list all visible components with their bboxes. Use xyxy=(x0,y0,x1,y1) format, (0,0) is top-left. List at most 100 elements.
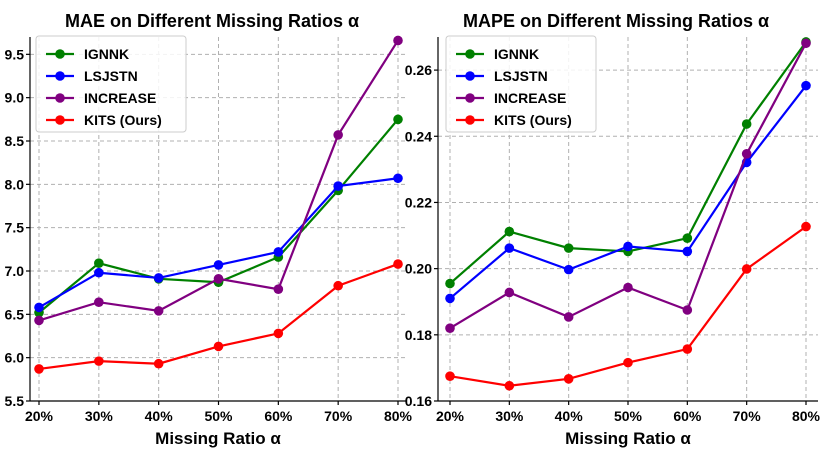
mae-legend-marker-ignnk xyxy=(55,49,65,59)
mae-y-ticks: 5.5 6.0 6.5 7.0 7.5 8.0 8.5 9.0 9.5 xyxy=(5,46,30,409)
mape-point-increase xyxy=(504,287,515,298)
mape-legend-label-increase: INCREASE xyxy=(494,90,566,106)
mape-legend-box xyxy=(445,35,597,133)
mape-chart-title: MAPE on Different Missing Ratios α xyxy=(463,11,769,31)
mape-point-increase xyxy=(563,312,574,322)
mae-chart-panel: MAE on Different Missing Ratios α 5.5 6.0… xyxy=(5,11,413,448)
mae-y-tick-label: 7.0 xyxy=(5,263,25,279)
mae-point-kits-ours xyxy=(333,280,343,291)
mape-series xyxy=(445,37,811,391)
mape-point-kits-ours xyxy=(682,344,693,354)
mape-point-lsjstn xyxy=(504,243,515,253)
mae-point-lsjstn xyxy=(213,260,224,270)
mae-point-ignnk xyxy=(94,258,104,269)
mae-x-tick-label: 50% xyxy=(204,408,233,424)
mae-legend-label-lsjstn: LSJSTN xyxy=(84,68,138,84)
mae-y-tick-label: 6.5 xyxy=(5,306,25,322)
mae-point-increase xyxy=(333,130,343,140)
mae-x-ticks: 20% 30% 40% 50% 60% 70% 80% xyxy=(25,401,413,424)
mape-point-kits-ours xyxy=(623,357,633,368)
mape-legend-label-ignnk: IGNNK xyxy=(494,46,539,62)
mae-point-lsjstn xyxy=(393,173,403,184)
mae-x-tick-label: 20% xyxy=(25,408,54,424)
mape-point-kits-ours xyxy=(504,380,515,391)
mape-chart-panel: MAPE on Different Missing Ratios α 0.16 0… xyxy=(405,11,821,448)
mae-x-tick-label: 30% xyxy=(85,408,114,424)
mae-point-kits-ours xyxy=(273,328,284,339)
mae-point-lsjstn xyxy=(94,267,104,278)
mape-y-tick-label: 0.18 xyxy=(405,327,432,343)
mape-x-axis-label: Missing Ratio α xyxy=(565,429,691,448)
mae-x-tick-label: 40% xyxy=(145,408,174,424)
mae-x-axis-label: Missing Ratio α xyxy=(155,429,281,448)
mae-point-increase xyxy=(273,284,284,295)
mape-point-ignnk xyxy=(445,278,455,289)
mape-point-lsjstn xyxy=(623,241,633,252)
mae-y-tick-label: 9.5 xyxy=(5,46,25,62)
mae-y-tick-label: 5.5 xyxy=(5,393,25,409)
mape-point-lsjstn xyxy=(682,246,693,257)
mape-point-lsjstn xyxy=(445,293,455,304)
mae-point-lsjstn xyxy=(333,181,343,191)
mape-x-tick-label: 30% xyxy=(495,408,524,424)
mape-x-tick-label: 50% xyxy=(614,408,643,424)
mape-point-increase xyxy=(682,305,693,315)
mape-y-ticks: 0.16 0.18 0.20 0.22 0.24 0.26 xyxy=(405,62,438,409)
mae-legend-label-increase: INCREASE xyxy=(84,90,156,106)
mape-y-tick-label: 0.16 xyxy=(405,393,432,409)
mae-legend-marker-increase xyxy=(55,93,65,103)
mape-point-ignnk xyxy=(741,119,752,129)
mape-legend-marker-increase xyxy=(465,93,475,103)
mape-point-kits-ours xyxy=(801,221,811,232)
mae-legend-marker-kits-ours xyxy=(55,115,65,125)
mape-legend-marker-lsjstn xyxy=(465,71,475,81)
mape-x-tick-label: 60% xyxy=(673,408,702,424)
mae-x-tick-label: 70% xyxy=(324,408,353,424)
mae-point-kits-ours xyxy=(393,259,403,269)
mape-point-ignnk xyxy=(682,233,693,243)
mape-point-increase xyxy=(445,323,455,334)
mape-legend-marker-kits-ours xyxy=(465,115,475,125)
mape-point-increase xyxy=(623,282,633,293)
mae-point-increase xyxy=(153,306,164,316)
mae-y-tick-label: 9.0 xyxy=(5,90,25,106)
mape-y-tick-label: 0.26 xyxy=(405,62,432,78)
mae-x-tick-label: 80% xyxy=(384,408,413,424)
mae-y-tick-label: 6.0 xyxy=(5,350,25,366)
mae-gridlines xyxy=(30,37,407,402)
mape-x-tick-label: 70% xyxy=(733,408,762,424)
mape-point-lsjstn xyxy=(563,264,574,275)
mae-point-increase xyxy=(94,297,104,308)
mape-legend-label-lsjstn: LSJSTN xyxy=(494,68,548,84)
mae-point-kits-ours xyxy=(153,358,164,369)
mae-point-increase xyxy=(393,35,403,46)
mae-legend-label-kits-ours: KITS (Ours) xyxy=(84,112,162,128)
mape-y-tick-label: 0.22 xyxy=(405,194,432,210)
mape-point-kits-ours xyxy=(563,374,574,384)
mae-point-kits-ours xyxy=(94,356,104,366)
mae-point-increase xyxy=(34,315,44,326)
mape-point-ignnk xyxy=(563,243,574,253)
mae-legend: IGNNK LSJSTN INCREASE KITS (Ours) xyxy=(35,35,187,133)
mape-x-tick-label: 40% xyxy=(555,408,584,424)
mae-point-kits-ours xyxy=(213,341,224,352)
mape-point-ignnk xyxy=(504,226,515,237)
mae-x-tick-label: 60% xyxy=(264,408,293,424)
mae-chart-title: MAE on Different Missing Ratios α xyxy=(65,11,359,31)
mape-point-increase xyxy=(741,149,752,159)
mape-legend: IGNNK LSJSTN INCREASE KITS (Ours) xyxy=(445,35,597,133)
mae-y-tick-label: 8.5 xyxy=(5,133,25,149)
mae-legend-marker-lsjstn xyxy=(55,71,65,81)
mape-legend-marker-ignnk xyxy=(465,49,475,59)
mape-point-kits-ours xyxy=(741,264,752,274)
mae-y-tick-label: 7.5 xyxy=(5,220,25,236)
mae-y-tick-label: 8.0 xyxy=(5,176,25,192)
mae-point-lsjstn xyxy=(153,273,164,283)
mape-x-ticks: 20% 30% 40% 50% 60% 70% 80% xyxy=(436,401,821,424)
mae-point-increase xyxy=(213,274,224,284)
mape-y-tick-label: 0.20 xyxy=(405,261,432,277)
mae-point-lsjstn xyxy=(273,247,284,257)
mae-legend-box xyxy=(35,35,187,133)
mae-point-ignnk xyxy=(393,114,403,125)
